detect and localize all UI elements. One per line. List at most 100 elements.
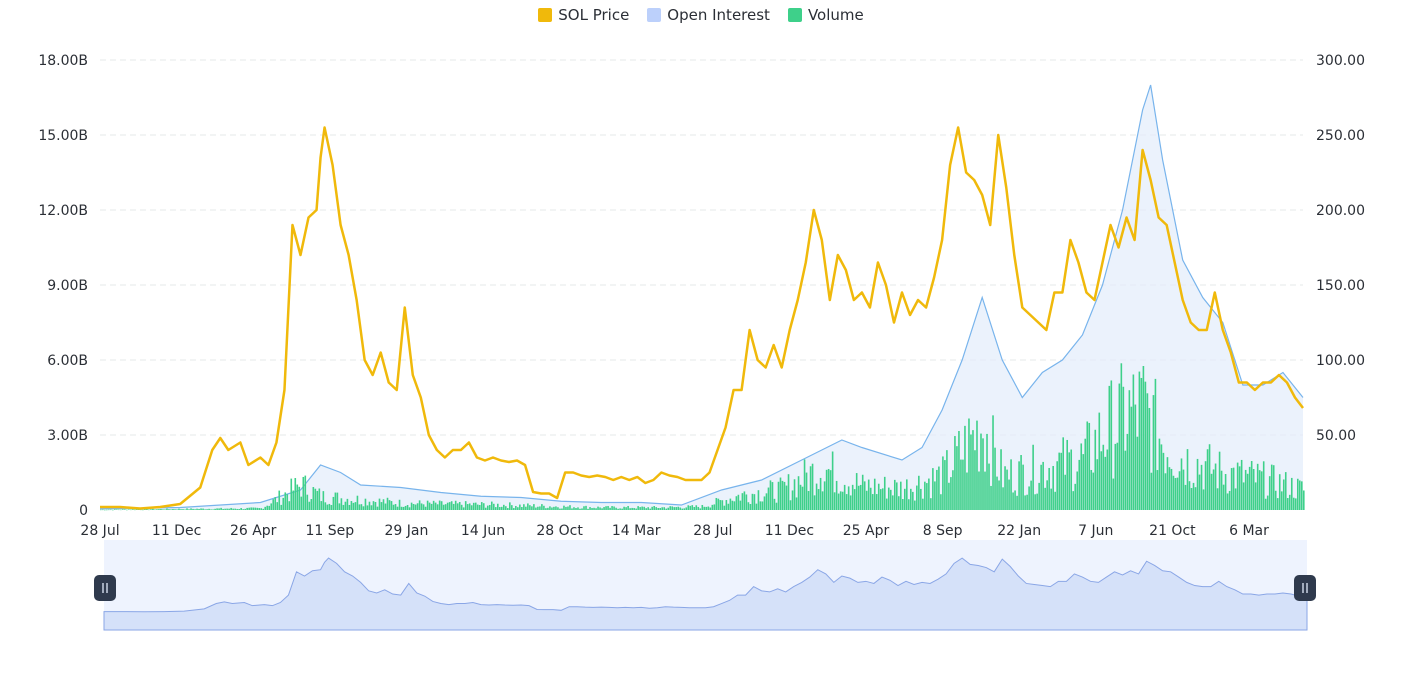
volume-bar [1300, 481, 1303, 510]
volume-bar [948, 482, 950, 510]
volume-bar [1282, 479, 1285, 510]
volume-bar [904, 488, 906, 510]
volume-bar [224, 508, 226, 510]
volume-bar [326, 504, 329, 510]
volume-bar [627, 505, 629, 510]
legend-swatch-volume [787, 8, 802, 22]
volume-bar [1264, 498, 1267, 510]
volume-bar [902, 499, 904, 510]
volume-bar [1190, 487, 1193, 510]
volume-bar [440, 501, 443, 510]
open-interest-layer [99, 84, 1304, 510]
legend-item-volume[interactable]: Volume [787, 6, 864, 24]
volume-bar [388, 500, 391, 510]
legend-item-open-interest[interactable]: Open Interest [647, 6, 770, 24]
volume-bar [1228, 490, 1231, 510]
volume-bar [1288, 494, 1291, 510]
volume-bar [136, 509, 138, 510]
y-tick-right: 200.00 [1316, 203, 1365, 219]
volume-bar [609, 507, 611, 510]
volume-bar [976, 420, 978, 510]
volume-bar [895, 482, 898, 510]
volume-bar [298, 486, 301, 510]
volume-bar [182, 509, 184, 510]
volume-bar [1170, 468, 1173, 510]
legend-item-sol-price[interactable]: SOL Price [538, 6, 629, 24]
volume-bar [338, 503, 341, 510]
volume-bar [178, 508, 180, 510]
volume-bar [220, 507, 222, 510]
volume-bar [577, 507, 579, 510]
volume-bar [944, 460, 946, 510]
volume-bar [350, 501, 353, 510]
volume-bar [763, 496, 766, 510]
navigator-handle-right[interactable] [1294, 575, 1316, 601]
volume-bar [655, 507, 657, 510]
volume-bar [1276, 498, 1279, 510]
volume-bar [871, 494, 874, 510]
volume-bar [292, 490, 295, 510]
volume-bar [1116, 442, 1119, 510]
volume-bar [859, 484, 862, 510]
volume-bar [619, 508, 621, 510]
volume-bar [891, 495, 894, 510]
volume-bar [537, 506, 539, 510]
volume-bar [893, 479, 896, 510]
volume-bar [242, 509, 244, 510]
volume-bar [1262, 461, 1265, 510]
volume-bar [172, 508, 174, 510]
volume-bar [998, 480, 1000, 510]
volume-bar [641, 506, 643, 510]
volume-bar [523, 504, 525, 510]
volume-bar [1108, 385, 1111, 510]
volume-bar [1028, 486, 1030, 510]
volume-bar [697, 506, 700, 510]
volume-bar [623, 506, 625, 510]
volume-bar [573, 507, 575, 510]
volume-bar [1268, 476, 1271, 510]
volume-bar [456, 503, 459, 510]
volume-bar [412, 503, 415, 510]
range-navigator[interactable] [94, 540, 1316, 631]
volume-bar [1020, 455, 1022, 510]
volume-bar [370, 505, 373, 510]
volume-bar [793, 479, 796, 510]
volume-bar [887, 487, 890, 510]
volume-bar [1202, 489, 1205, 510]
volume-bar [743, 491, 746, 510]
volume-bar [382, 499, 385, 510]
volume-bar [699, 508, 702, 510]
volume-bar [452, 503, 455, 510]
volume-bar [910, 488, 912, 510]
volume-bar [270, 503, 273, 510]
volume-bar [436, 504, 439, 510]
volume-bar [603, 507, 605, 510]
volume-bar [254, 507, 256, 510]
volume-bar [749, 503, 752, 510]
volume-bar [356, 495, 359, 510]
volume-bar [950, 477, 952, 510]
navigator-handle-left[interactable] [94, 575, 116, 601]
x-tick: 6 Mar [1229, 523, 1269, 539]
volume-bar [450, 501, 453, 510]
y-tick-left: 0 [79, 503, 88, 519]
volume-bar [1006, 469, 1008, 510]
volume-bar [484, 507, 487, 510]
volume-bar [250, 507, 252, 510]
volume-bar [1166, 457, 1169, 510]
volume-bar [1050, 488, 1052, 510]
volume-bar [1098, 412, 1101, 510]
volume-bar [1224, 474, 1227, 510]
volume-bar [1102, 444, 1105, 510]
volume-bar [649, 508, 651, 510]
volume-bar [1234, 488, 1237, 510]
volume-bar [1066, 439, 1069, 510]
volume-bar [737, 494, 740, 510]
volume-bar [875, 494, 878, 510]
volume-bar [156, 509, 158, 510]
volume-bar [617, 508, 619, 510]
volume-bar [1074, 483, 1077, 510]
x-tick: 11 Dec [765, 523, 814, 539]
volume-bar [146, 508, 148, 510]
volume-bar [286, 494, 289, 510]
